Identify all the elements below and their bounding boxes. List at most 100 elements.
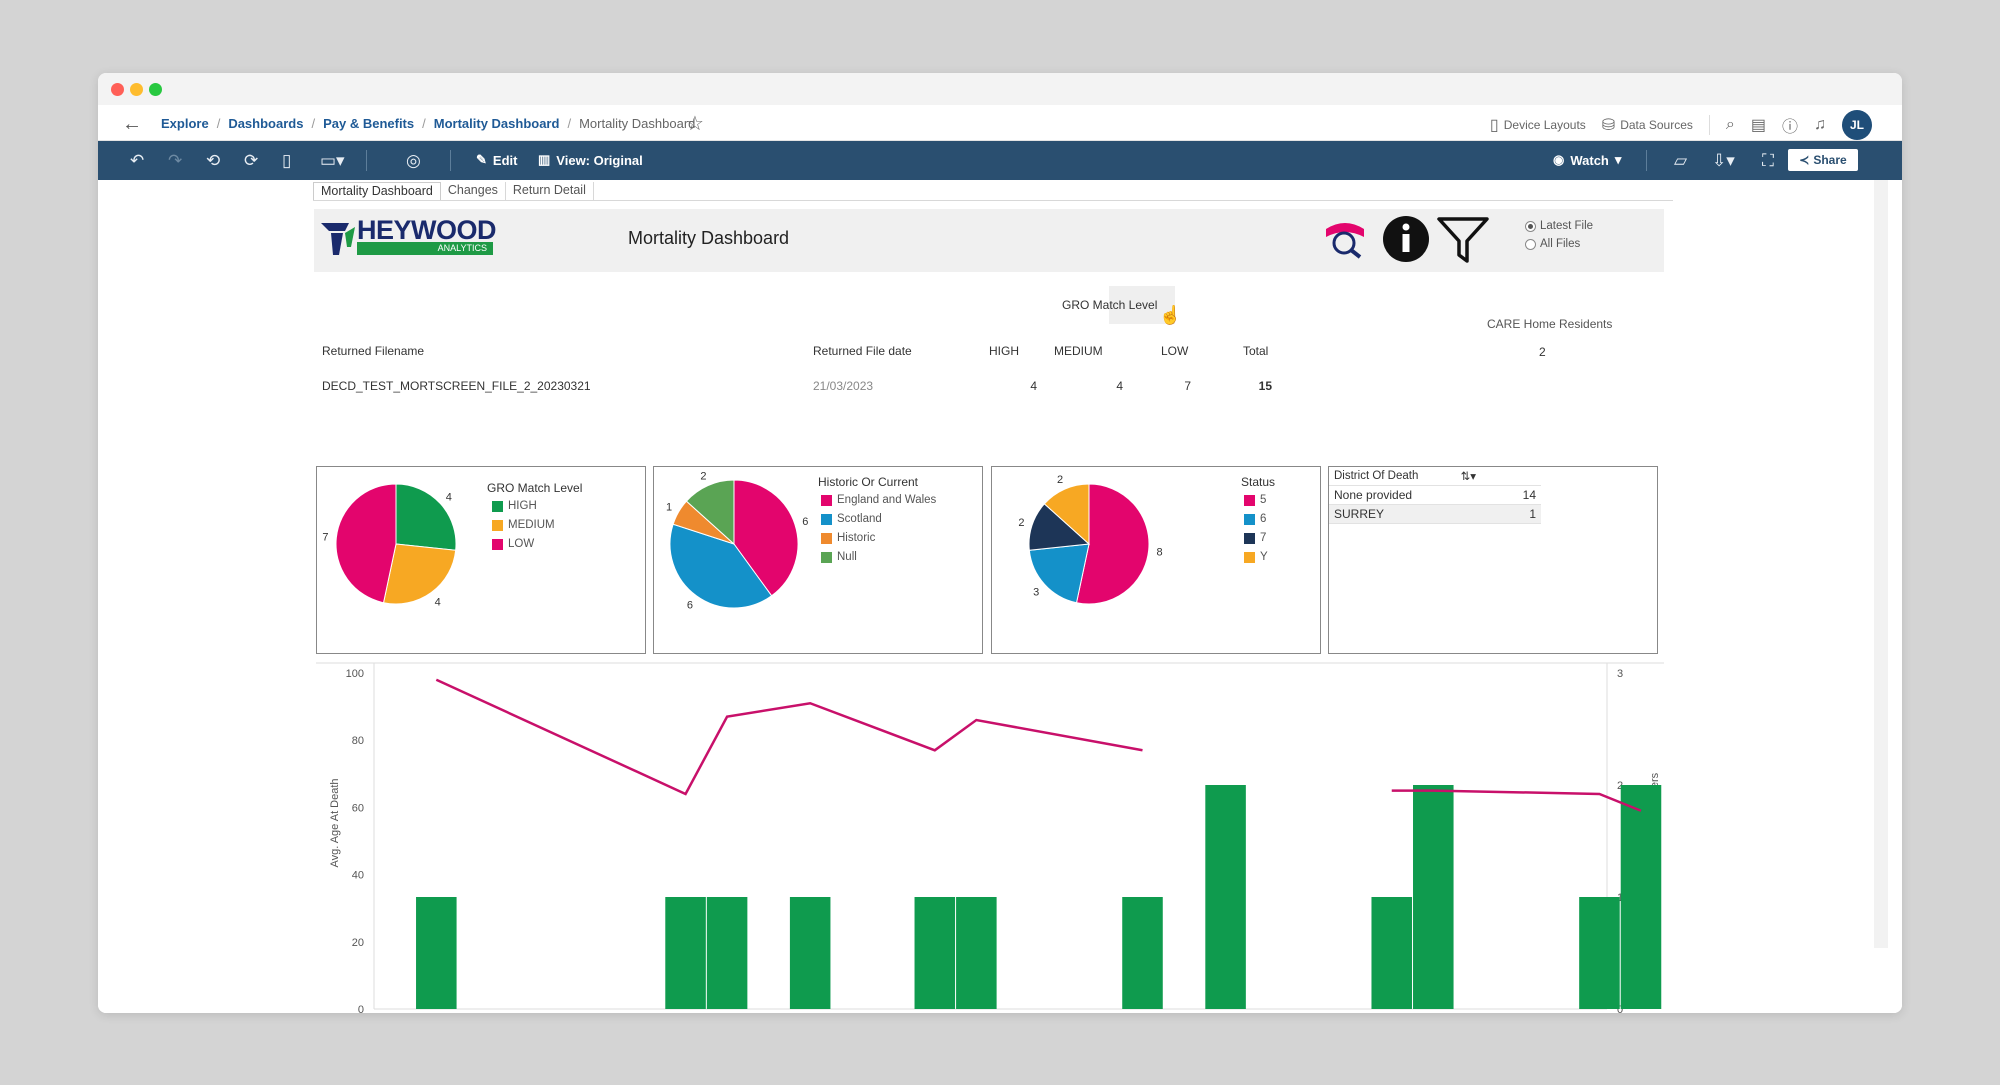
member-count-bar[interactable]: [1371, 897, 1413, 1009]
legend-item-historic[interactable]: Historic: [821, 532, 875, 544]
download-icon[interactable]: ⇩▾: [1712, 151, 1735, 170]
member-count-bar[interactable]: [956, 897, 997, 1009]
pie-slice-5[interactable]: [1075, 483, 1150, 605]
search-person-icon[interactable]: [1324, 219, 1366, 259]
back-arrow-icon[interactable]: ←: [122, 113, 142, 135]
pie-slice-y[interactable]: [1043, 483, 1090, 546]
member-count-bar[interactable]: [1122, 897, 1163, 1009]
col-header-high[interactable]: HIGH: [989, 344, 1019, 358]
legend-swatch: [492, 500, 503, 512]
notes-icon[interactable]: ▤: [1750, 117, 1766, 134]
radio-latest-file[interactable]: Latest File: [1525, 217, 1593, 235]
care-home-value: 2: [1539, 345, 1546, 359]
undo-icon[interactable]: ↶: [130, 151, 145, 170]
tab-return-detail[interactable]: Return Detail: [506, 182, 594, 200]
search-icon[interactable]: ⌕: [1725, 116, 1735, 133]
col-header-low[interactable]: LOW: [1161, 344, 1189, 358]
minimize-window-button[interactable]: [130, 83, 143, 96]
pie-slice-medium[interactable]: [382, 543, 457, 605]
fullscreen-icon[interactable]: ⛶: [1762, 151, 1774, 170]
member-count-bar[interactable]: [914, 897, 956, 1009]
y2-tick-label: 3: [1617, 668, 1623, 680]
filter-icon[interactable]: [1436, 213, 1490, 267]
edit-button[interactable]: ✎ Edit: [476, 152, 517, 168]
watch-button[interactable]: ◉ Watch ▾: [1553, 152, 1621, 168]
legend-label: HIGH: [508, 500, 537, 512]
refresh-data-icon[interactable]: ⟳: [244, 151, 259, 170]
legend-item-medium[interactable]: MEDIUM: [492, 519, 555, 531]
breadcrumb-mortality[interactable]: Mortality Dashboard: [433, 116, 560, 131]
breadcrumb-pay-benefits[interactable]: Pay & Benefits: [323, 116, 415, 131]
avg-age-line[interactable]: [435, 678, 1143, 796]
legend-item-scotland[interactable]: Scotland: [821, 513, 882, 525]
radio-circle: [1525, 238, 1536, 250]
pie-slice-low[interactable]: [335, 483, 397, 604]
radio-circle: [1525, 220, 1536, 232]
breadcrumb-explore[interactable]: Explore: [161, 116, 209, 131]
scrollbar[interactable]: [1874, 180, 1888, 948]
sort-icon[interactable]: ⇅▾: [1460, 471, 1476, 483]
pie-gro[interactable]: 4 4 7: [317, 467, 467, 647]
avatar[interactable]: JL: [1842, 110, 1872, 140]
legend-item-7[interactable]: 7: [1244, 532, 1266, 544]
member-count-bar[interactable]: [665, 897, 706, 1009]
pause-updates-icon[interactable]: ▯: [282, 151, 292, 170]
redo-icon[interactable]: ↷: [168, 151, 183, 170]
share-button[interactable]: ≺ Share: [1788, 149, 1858, 171]
breadcrumb-current: Mortality Dashboard: [579, 116, 696, 131]
hand-cursor-icon: ☝: [1159, 305, 1182, 325]
legend-item-england-wales[interactable]: England and Wales: [821, 494, 936, 506]
breadcrumb-dashboards[interactable]: Dashboards: [228, 116, 304, 131]
subscribe-icon[interactable]: ▭▾: [320, 151, 345, 170]
table-row[interactable]: None provided 14: [1329, 486, 1541, 505]
pie-data-label: 2: [700, 470, 706, 482]
panel-gro-pie: 4 4 7 GRO Match Level HIGH MEDIUM LOW: [316, 466, 646, 654]
tab-changes[interactable]: Changes: [441, 182, 506, 200]
view-icon: ▥: [538, 152, 551, 167]
legend-item-5[interactable]: 5: [1244, 494, 1266, 506]
performance-icon[interactable]: ◎: [406, 151, 421, 170]
help-icon[interactable]: ⓘ: [1781, 119, 1798, 136]
data-sources-button[interactable]: ⛁ Data Sources: [1602, 115, 1693, 135]
member-count-bar[interactable]: [1620, 785, 1662, 1009]
bell-icon[interactable]: ♫: [1814, 116, 1826, 133]
tab-mortality-dashboard[interactable]: Mortality Dashboard: [313, 182, 441, 200]
member-count-bar[interactable]: [416, 897, 457, 1009]
member-count-bar[interactable]: [789, 897, 831, 1009]
member-count-bar[interactable]: [706, 897, 748, 1009]
col-header-medium[interactable]: MEDIUM: [1054, 344, 1103, 358]
member-count-bar[interactable]: [1579, 897, 1620, 1009]
hover-highlight: [1109, 286, 1175, 324]
y2-tick-label: 2: [1617, 780, 1623, 792]
pie-status[interactable]: 8 3 2 2: [992, 467, 1172, 647]
district-header: District Of Death: [1334, 470, 1419, 482]
device-layouts-button[interactable]: ▯ Device Layouts: [1490, 115, 1586, 135]
pie-slice-null[interactable]: [685, 479, 735, 546]
breadcrumb: Explore / Dashboards / Pay & Benefits / Mor…: [161, 116, 695, 131]
avg-age-line[interactable]: [1391, 789, 1642, 812]
revert-icon[interactable]: ⟲: [206, 151, 221, 170]
pie-historic[interactable]: 6 6 1 2: [654, 467, 814, 647]
table-row[interactable]: SURREY 1: [1329, 505, 1541, 524]
legend-title: Status: [1241, 475, 1276, 489]
comments-icon[interactable]: ▱: [1674, 151, 1688, 170]
pie-slice-high[interactable]: [395, 483, 457, 551]
view-original-button[interactable]: ▥ View: Original: [538, 152, 643, 168]
maximize-window-button[interactable]: [149, 83, 162, 96]
district-name: SURREY: [1334, 507, 1385, 521]
legend-item-null[interactable]: Null: [821, 551, 857, 563]
legend-item-low[interactable]: LOW: [492, 538, 534, 550]
radio-all-files[interactable]: All Files: [1525, 235, 1593, 253]
close-window-button[interactable]: [111, 83, 124, 96]
favorite-star-icon[interactable]: ☆: [686, 113, 704, 135]
legend-item-high[interactable]: HIGH: [492, 500, 537, 512]
pie-slice-england-and-wales[interactable]: [733, 479, 799, 597]
member-count-bar[interactable]: [1205, 785, 1246, 1009]
pie-slice-6[interactable]: [1028, 543, 1090, 604]
info-icon[interactable]: [1381, 214, 1431, 264]
legend-item-6[interactable]: 6: [1244, 513, 1266, 525]
member-count-bar[interactable]: [1413, 785, 1454, 1009]
pie-slice-scotland[interactable]: [669, 523, 773, 609]
legend-item-y[interactable]: Y: [1244, 551, 1268, 563]
